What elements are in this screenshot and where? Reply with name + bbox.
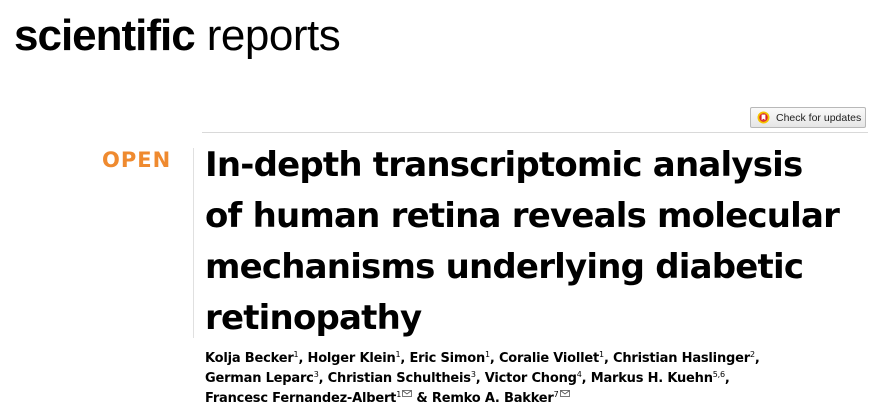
author-name[interactable]: Kolja Becker: [205, 351, 294, 366]
affiliation-ref[interactable]: 1: [293, 350, 299, 359]
affiliation-ref[interactable]: 4: [576, 370, 582, 379]
author-separator: ,: [754, 351, 760, 366]
author-separator: &: [412, 391, 432, 406]
author-name[interactable]: Victor Chong: [484, 371, 577, 386]
title-line: of human retina reveals molecular: [205, 196, 840, 236]
journal-name-bold: scientific: [14, 11, 196, 60]
title-line: retinopathy: [205, 298, 422, 338]
affiliation-ref[interactable]: 7: [553, 390, 559, 399]
author-name[interactable]: Coralie Viollet: [498, 351, 600, 366]
author-separator: ,: [603, 351, 614, 366]
author-name[interactable]: Christian Haslinger: [613, 351, 750, 366]
open-access-label: OPEN: [102, 148, 172, 172]
author-list: Kolja Becker1, Holger Klein1, Eric Simon…: [205, 349, 865, 409]
affiliation-ref[interactable]: 1: [396, 390, 402, 399]
author-name[interactable]: Francesc Fernandez-Albert: [205, 391, 397, 406]
journal-name-light: reports: [206, 11, 341, 60]
affiliation-ref[interactable]: 3: [470, 370, 476, 379]
check-for-updates-label: Check for updates: [776, 111, 862, 124]
affiliation-ref[interactable]: 1: [395, 350, 401, 359]
author-line: German Leparc3, Christian Schultheis3, V…: [205, 369, 865, 389]
author-separator: ,: [724, 371, 730, 386]
affiliation-ref[interactable]: 1: [485, 350, 490, 359]
title-line: In-depth transcriptomic analysis: [205, 145, 803, 185]
author-separator: ,: [475, 371, 485, 386]
author-separator: ,: [581, 371, 591, 386]
author-name[interactable]: Christian Schultheis: [327, 371, 471, 386]
affiliation-ref[interactable]: 1: [599, 350, 604, 359]
header-divider: [202, 132, 868, 133]
author-line: Francesc Fernandez-Albert1 & Remko A. Ba…: [205, 389, 865, 409]
affiliation-ref[interactable]: 5,6: [712, 370, 725, 379]
article-title: In-depth transcriptomic analysis of huma…: [205, 140, 855, 344]
envelope-icon[interactable]: [559, 390, 570, 397]
check-for-updates-button[interactable]: Check for updates: [750, 107, 866, 128]
journal-masthead[interactable]: scientific reports: [14, 6, 341, 66]
crossmark-icon: [757, 111, 770, 124]
affiliation-ref[interactable]: 2: [749, 350, 755, 359]
author-name[interactable]: Remko A. Bakker: [431, 391, 554, 406]
author-separator: ,: [298, 351, 308, 366]
title-divider: [193, 148, 194, 338]
title-line: mechanisms underlying diabetic: [205, 247, 804, 287]
affiliation-ref[interactable]: 3: [313, 370, 319, 379]
author-name[interactable]: German Leparc: [205, 371, 314, 386]
author-name[interactable]: Eric Simon: [409, 351, 485, 366]
author-separator: ,: [400, 351, 410, 366]
author-name[interactable]: Holger Klein: [307, 351, 396, 366]
envelope-icon[interactable]: [402, 390, 412, 397]
author-name[interactable]: Markus H. Kuehn: [590, 371, 713, 386]
author-separator: ,: [489, 351, 499, 366]
author-line: Kolja Becker1, Holger Klein1, Eric Simon…: [205, 349, 865, 369]
author-separator: ,: [318, 371, 328, 386]
